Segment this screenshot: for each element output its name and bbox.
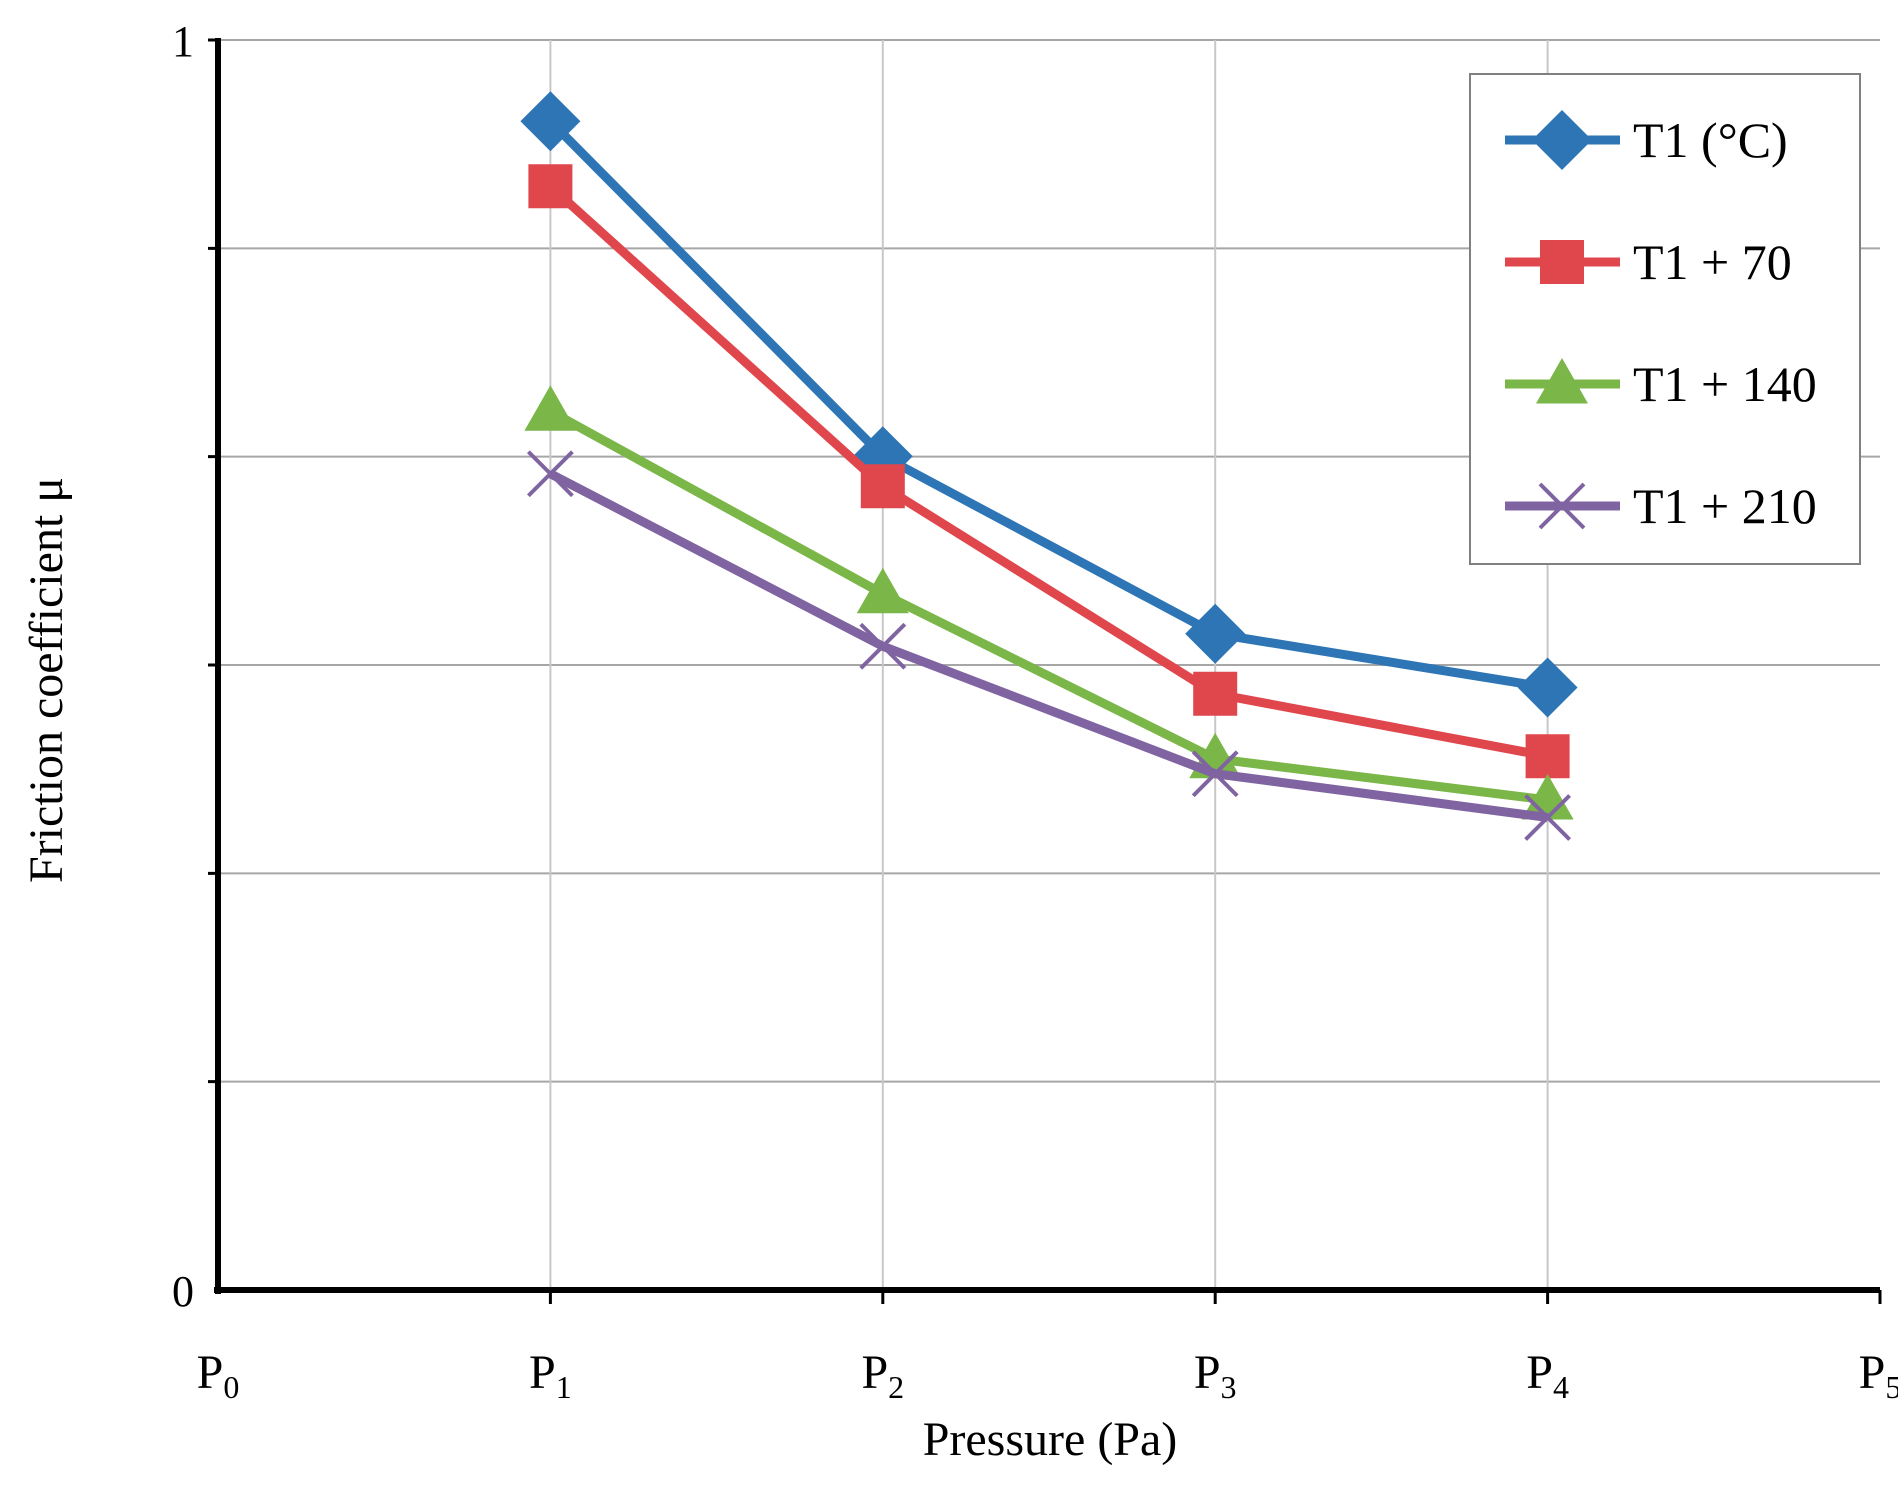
legend-label: T1 + 140 bbox=[1633, 356, 1817, 412]
data-point bbox=[524, 385, 577, 431]
x-tick-label: P1 bbox=[529, 1346, 572, 1405]
legend-box bbox=[1469, 73, 1861, 565]
data-point bbox=[1524, 794, 1572, 841]
y-tick-label: 1 bbox=[172, 17, 194, 66]
legend-entry: T1 + 210 bbox=[1505, 478, 1817, 534]
x-tick-label: P5 bbox=[1859, 1346, 1898, 1405]
series-1 bbox=[520, 91, 1578, 718]
data-point bbox=[1521, 774, 1574, 820]
legend-swatch-marker bbox=[1538, 482, 1586, 530]
data-point bbox=[1517, 657, 1578, 718]
x-tick-label: P3 bbox=[1194, 1346, 1237, 1405]
legend-label: T1 + 70 bbox=[1633, 234, 1792, 290]
series-3 bbox=[524, 385, 1574, 820]
y-tick-label: 0 bbox=[172, 1267, 194, 1316]
data-point bbox=[528, 164, 573, 209]
data-point bbox=[859, 622, 907, 670]
series bbox=[520, 91, 1578, 841]
series-4 bbox=[526, 450, 1572, 841]
data-point bbox=[520, 91, 581, 152]
legend-entry: T1 (°C) bbox=[1505, 110, 1788, 170]
legend-entry: T1 + 70 bbox=[1505, 234, 1792, 290]
x-tick-label: P4 bbox=[1526, 1346, 1569, 1405]
data-point bbox=[1191, 750, 1239, 798]
axes: 0 1 P0 P1 P2 P3 P4 P5 bbox=[172, 17, 1898, 1405]
x-tick-label: P2 bbox=[861, 1346, 904, 1405]
series-line bbox=[547, 118, 1549, 692]
series-line bbox=[547, 182, 1549, 761]
series-line bbox=[548, 407, 1549, 805]
legend-label: T1 + 210 bbox=[1633, 478, 1817, 534]
x-tick-label: P0 bbox=[197, 1346, 240, 1405]
x-axis-label: Pressure (Pa) bbox=[923, 1413, 1178, 1466]
legend-swatch-marker bbox=[1540, 240, 1584, 284]
legend-swatch-marker bbox=[1532, 110, 1592, 170]
legend-entry: T1 + 140 bbox=[1505, 356, 1817, 412]
data-point bbox=[856, 567, 909, 614]
legend-swatch-marker bbox=[1536, 358, 1588, 404]
data-point bbox=[860, 464, 905, 509]
gridlines bbox=[218, 39, 1880, 1290]
legend: T1 (°C) T1 + 70 T1 + 140 T1 + 210 bbox=[1469, 73, 1861, 565]
data-point bbox=[526, 450, 574, 498]
data-point bbox=[1185, 603, 1246, 664]
y-axis-label: Friction coefficient μ bbox=[20, 477, 73, 883]
legend-label: T1 (°C) bbox=[1633, 112, 1788, 168]
series-line bbox=[548, 469, 1549, 822]
series-2 bbox=[528, 164, 1570, 779]
data-point bbox=[1525, 734, 1570, 779]
data-point bbox=[1193, 671, 1238, 716]
